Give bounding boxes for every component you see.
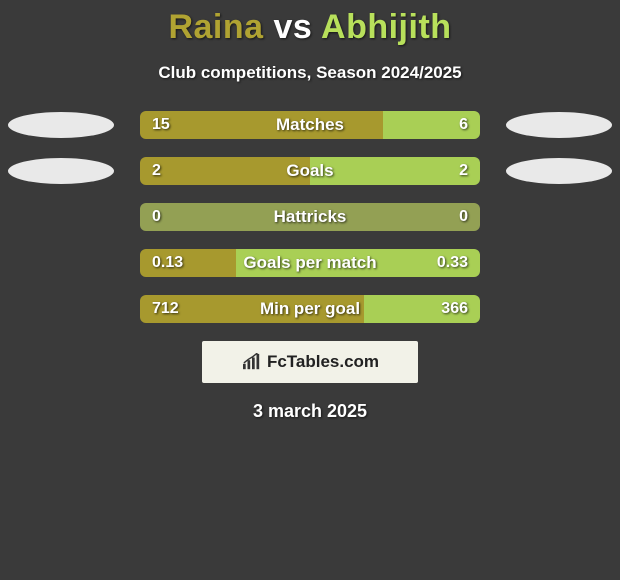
- bar-segment-left: [140, 203, 480, 231]
- branding-badge[interactable]: FcTables.com: [202, 341, 418, 383]
- stat-value-left: 712: [152, 295, 179, 323]
- player2-marker: [506, 158, 612, 184]
- stat-value-left: 2: [152, 157, 161, 185]
- stat-bar: Goals: [140, 157, 480, 185]
- bar-segment-left: [140, 157, 310, 185]
- stat-bar: Goals per match: [140, 249, 480, 277]
- stat-value-left: 0.13: [152, 249, 183, 277]
- stat-bar: Min per goal: [140, 295, 480, 323]
- stat-value-right: 0.33: [437, 249, 468, 277]
- page-title: Raina vs Abhijith: [0, 8, 620, 47]
- stat-value-left: 15: [152, 111, 170, 139]
- subtitle: Club competitions, Season 2024/2025: [0, 63, 620, 83]
- stat-rows: Matches15 6 Goals2 2 Hattricks0 0 Goals per ma…: [0, 111, 620, 323]
- bar-segment-right: [310, 157, 480, 185]
- stat-value-right: 6: [459, 111, 468, 139]
- date-text: 3 march 2025: [0, 401, 620, 422]
- stat-bar: Hattricks: [140, 203, 480, 231]
- stat-row: Goals per match0.13 0.33: [0, 249, 620, 277]
- bar-segment-left: [140, 111, 383, 139]
- stat-value-right: 0: [459, 203, 468, 231]
- chart-icon: [241, 353, 263, 371]
- player1-marker: [8, 158, 114, 184]
- title-player2: Abhijith: [321, 8, 452, 46]
- stat-row: Hattricks0 0: [0, 203, 620, 231]
- stat-row: Matches15 6: [0, 111, 620, 139]
- player2-marker: [506, 112, 612, 138]
- stat-value-left: 0: [152, 203, 161, 231]
- stat-value-right: 2: [459, 157, 468, 185]
- branding-text: FcTables.com: [267, 352, 379, 372]
- player1-marker: [8, 112, 114, 138]
- stat-row: Min per goal712 366: [0, 295, 620, 323]
- comparison-card: Raina vs Abhijith Club competitions, Sea…: [0, 0, 620, 580]
- title-player1: Raina: [168, 8, 263, 46]
- stat-row: Goals2 2: [0, 157, 620, 185]
- title-vs: vs: [274, 8, 313, 46]
- stat-bar: Matches: [140, 111, 480, 139]
- stat-value-right: 366: [441, 295, 468, 323]
